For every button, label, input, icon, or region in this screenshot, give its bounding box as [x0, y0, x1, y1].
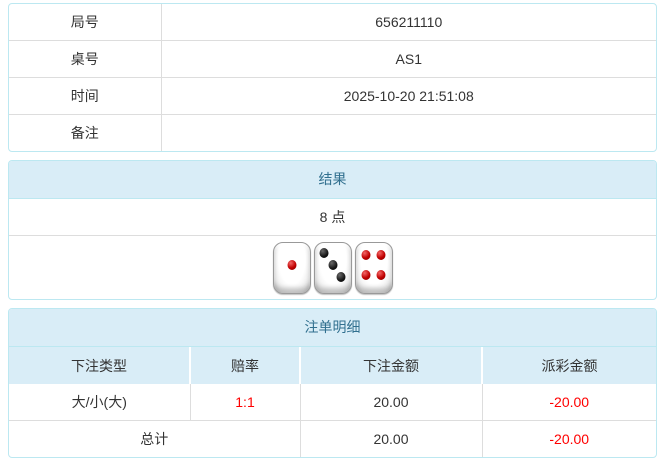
result-panel-title: 结果: [9, 161, 656, 199]
total-row: 总计 20.00 -20.00: [9, 420, 656, 457]
bet-amount-cell: 20.00: [299, 384, 483, 421]
remarks-value: [160, 114, 656, 151]
die-pip: [319, 247, 329, 258]
total-payout: -20.00: [481, 420, 656, 457]
game-info-table: 局号 656211110 桌号 AS1 时间 2025-10-20 21:51:…: [9, 4, 656, 151]
table-header-row: 下注类型 赔率 下注金额 派彩金额: [9, 347, 656, 384]
die-pip: [328, 259, 337, 270]
result-table: 8 点: [9, 199, 656, 299]
die-pip: [361, 269, 371, 280]
bet-details-panel: 注单明细 下注类型 赔率 下注金额 派彩金额 大/小(大) 1:1 20.00 …: [8, 308, 657, 458]
table-row: 8 点: [9, 199, 656, 236]
table-row: 备注: [9, 114, 656, 151]
result-points-value: 8 点: [9, 199, 656, 236]
remarks-label: 备注: [9, 114, 162, 151]
total-label: 总计: [9, 420, 301, 457]
die-pip: [376, 269, 386, 280]
bet-type-cell: 大/小(大): [9, 384, 191, 421]
die-1: [272, 241, 311, 294]
col-header-odds: 赔率: [189, 347, 301, 384]
bet-details-panel-title: 注单明细: [9, 309, 656, 347]
table-row: 局号 656211110: [9, 4, 656, 41]
table-row: 时间 2025-10-20 21:51:08: [9, 77, 656, 115]
die-pip: [287, 259, 296, 270]
time-value: 2025-10-20 21:51:08: [160, 77, 656, 115]
payout-cell: -20.00: [481, 384, 656, 421]
bet-details-table: 下注类型 赔率 下注金额 派彩金额 大/小(大) 1:1 20.00 -20.0…: [9, 347, 656, 457]
die-2: [313, 241, 352, 294]
game-info-panel: 局号 656211110 桌号 AS1 时间 2025-10-20 21:51:…: [8, 3, 657, 152]
table-row: 桌号 AS1: [9, 40, 656, 78]
die-pip: [361, 249, 371, 260]
table-number-value: AS1: [160, 40, 656, 78]
table-row: [9, 235, 656, 299]
col-header-bet-amount: 下注金额: [299, 347, 483, 384]
total-bet-amount: 20.00: [299, 420, 483, 457]
odds-cell: 1:1: [189, 384, 301, 421]
round-id-label: 局号: [9, 4, 162, 41]
table-number-label: 桌号: [9, 40, 162, 78]
table-row: 大/小(大) 1:1 20.00 -20.00: [9, 384, 656, 421]
result-panel: 结果 8 点: [8, 160, 657, 300]
col-header-bet-type: 下注类型: [9, 347, 191, 384]
die-pip: [376, 249, 386, 260]
round-id-value: 656211110: [160, 4, 656, 41]
die-3: [354, 241, 393, 294]
col-header-payout: 派彩金额: [481, 347, 656, 384]
dice-result: [15, 241, 650, 294]
time-label: 时间: [9, 77, 162, 115]
die-pip: [336, 271, 346, 282]
